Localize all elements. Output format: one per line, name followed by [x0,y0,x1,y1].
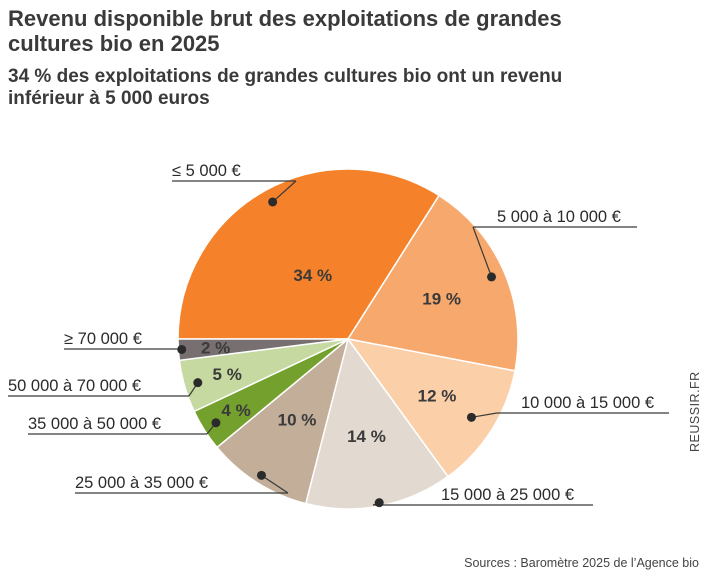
callout-dot [193,378,203,388]
percent-label: 5 % [213,365,242,384]
slice-5 [215,336,350,505]
callout-leader [472,226,493,278]
legend-label: 5 000 à 10 000 € [497,208,621,226]
percent-label: 19 % [422,289,461,308]
percent-labels: 34 % 19 % 12 % 14 % 10 % 4 % 5 % 2 % [201,266,461,446]
callout-leader [272,180,297,203]
source-note: Sources : Baromètre 2025 de l’Agence bio [464,556,699,570]
percent-label: 12 % [418,386,457,405]
percent-label: 10 % [278,410,317,429]
callout-leader [261,474,289,494]
callout-dot [374,498,384,508]
legend-label: 35 000 à 50 000 € [28,415,161,433]
legend-label: 15 000 à 25 000 € [441,486,574,504]
brand-watermark: REUSSIR.FR [688,371,702,452]
legend-label: ≥ 70 000 € [64,330,142,348]
slice-2 [346,194,519,372]
pie-slices [177,168,519,510]
percent-label: 2 % [201,338,230,357]
chart-title: Revenu disponible brut des exploitations… [8,6,562,56]
callout-dot [268,197,278,207]
callout-dot [466,412,476,422]
legend-label: ≤ 5 000 € [172,162,241,180]
legend-label: 25 000 à 35 000 € [75,474,208,492]
callout-dot [177,344,187,354]
slice-3 [346,337,516,478]
legend-label: 10 000 à 15 000 € [521,394,654,412]
percent-label: 34 % [293,266,332,285]
chart-subtitle: 34 % des exploitations de grandes cultur… [8,66,563,109]
callout-dot [211,418,221,428]
callout-dot [256,470,266,480]
callout-dot [487,272,497,282]
percent-label: 4 % [221,401,250,420]
legend-label: 50 000 à 70 000 € [8,377,141,395]
percent-label: 14 % [347,427,386,446]
callout-labels: ≤ 5 000 € 5 000 à 10 000 € 10 000 à 15 000… [8,162,669,508]
slice-1 [177,168,441,340]
